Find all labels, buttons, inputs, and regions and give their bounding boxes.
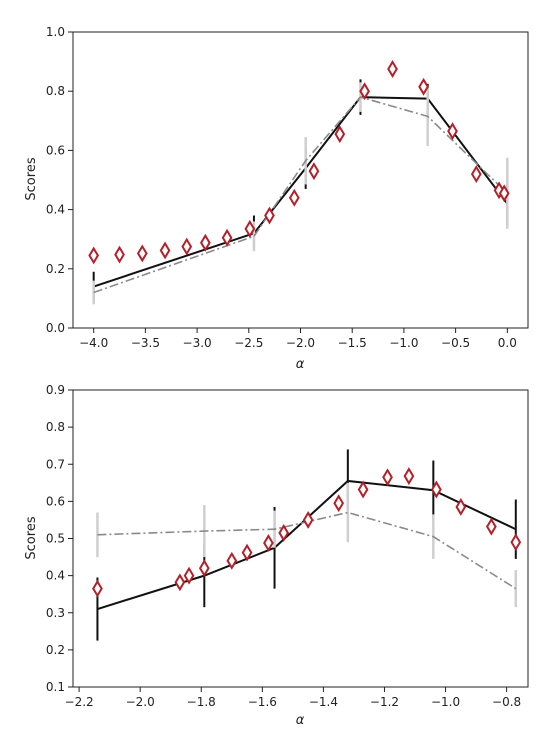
data-point-diamond: [359, 82, 370, 101]
x-tick-label: −2.2: [65, 695, 94, 709]
data-point-diamond: [302, 510, 314, 529]
x-tick-label: 0.0: [498, 336, 517, 350]
data-point-diamond: [174, 573, 186, 592]
data-point-diamond: [136, 244, 148, 263]
y-tick-label: 0.8: [46, 84, 65, 98]
data-point-diamond: [288, 188, 300, 207]
series-line-solid: [93, 96, 509, 288]
x-axis-label: α: [296, 713, 305, 728]
x-tick-label: −1.6: [248, 695, 277, 709]
x-tick-label: −2.0: [126, 695, 155, 709]
series-line-dashdot: [93, 96, 508, 294]
y-tick-label: 0.1: [46, 680, 65, 694]
data-point-diamond: [470, 165, 482, 184]
data-point-diamond: [498, 184, 510, 203]
y-tick-label: 0.5: [46, 532, 65, 546]
data-point-diamond: [92, 579, 103, 598]
series-line-solid: [97, 479, 517, 610]
data-point-diamond: [308, 162, 320, 181]
y-tick-label: 0.3: [46, 606, 65, 620]
x-tick-label: −1.0: [389, 336, 418, 350]
y-tick-label: 0.2: [46, 643, 65, 657]
y-tick-label: 0.2: [46, 262, 65, 276]
data-point-diamond: [418, 77, 429, 96]
y-tick-label: 0.4: [46, 203, 65, 217]
chart-bottom: Scores α −2.2 −2.0 −1.8 −1.6 −1.4 −1.2 −1.0 −0.…: [24, 383, 529, 728]
data-point-diamond: [181, 237, 193, 256]
y-axis-label: Scores: [24, 157, 39, 200]
x-tick-label: −2.5: [234, 336, 263, 350]
data-point-diamond: [387, 60, 398, 78]
y-tick-label: 0.0: [46, 321, 65, 335]
data-point-diamond: [485, 517, 497, 536]
data-point-diamond: [357, 480, 369, 499]
x-tick-label: −1.4: [309, 695, 338, 709]
data-point-diamond: [226, 551, 238, 570]
data-point-diamond: [198, 559, 210, 578]
x-tick-label: −1.0: [431, 695, 460, 709]
data-point-diamond: [88, 246, 100, 265]
data-point-diamond: [199, 233, 211, 252]
data-point-diamond: [447, 122, 458, 141]
x-tick-label: −1.2: [370, 695, 399, 709]
data-point-diamond: [333, 494, 345, 513]
data-point-diamond: [403, 467, 415, 486]
y-tick-label: 0.6: [46, 494, 65, 508]
x-tick-label: −2.0: [286, 336, 315, 350]
data-point-diamond: [431, 480, 442, 499]
data-point-diamond: [382, 468, 393, 487]
x-tick-label: −4.0: [79, 336, 108, 350]
x-tick-label: −3.0: [183, 336, 212, 350]
data-point-diamond: [263, 534, 274, 552]
data-point-diamond: [455, 498, 467, 516]
y-tick-label: 0.7: [46, 457, 65, 471]
x-tick-label: −1.5: [338, 336, 367, 350]
y-tick-label: 0.9: [46, 383, 65, 397]
series-line-dashdot: [97, 511, 517, 590]
data-point-diamond: [278, 523, 290, 542]
x-tick-label: −1.8: [187, 695, 216, 709]
data-point-diamond: [159, 241, 171, 260]
x-tick-label: −0.8: [492, 695, 521, 709]
y-tick-label: 1.0: [46, 25, 65, 39]
y-tick-label: 0.4: [46, 569, 65, 583]
data-point-diamond: [264, 206, 275, 225]
data-point-diamond: [114, 245, 125, 264]
y-tick-label: 0.8: [46, 420, 65, 434]
x-tick-label: −0.5: [441, 336, 470, 350]
data-point-diamond: [183, 566, 195, 585]
data-point-diamond: [510, 533, 522, 552]
data-point-diamond: [221, 228, 233, 247]
y-axis-label: Scores: [24, 516, 39, 559]
data-point-diamond: [334, 125, 346, 144]
x-tick-label: −3.5: [131, 336, 160, 350]
x-axis-label: α: [296, 357, 305, 372]
data-point-diamond: [241, 543, 253, 562]
chart-top: Scores α −4.0 −3.5 −3.0 −2.5 −2.0 −1.5 −1.0 −0.…: [24, 25, 529, 372]
y-tick-label: 0.6: [46, 143, 65, 157]
plot-frame: [72, 31, 529, 329]
data-point-diamond: [244, 219, 256, 238]
plot-frame: [72, 389, 529, 688]
